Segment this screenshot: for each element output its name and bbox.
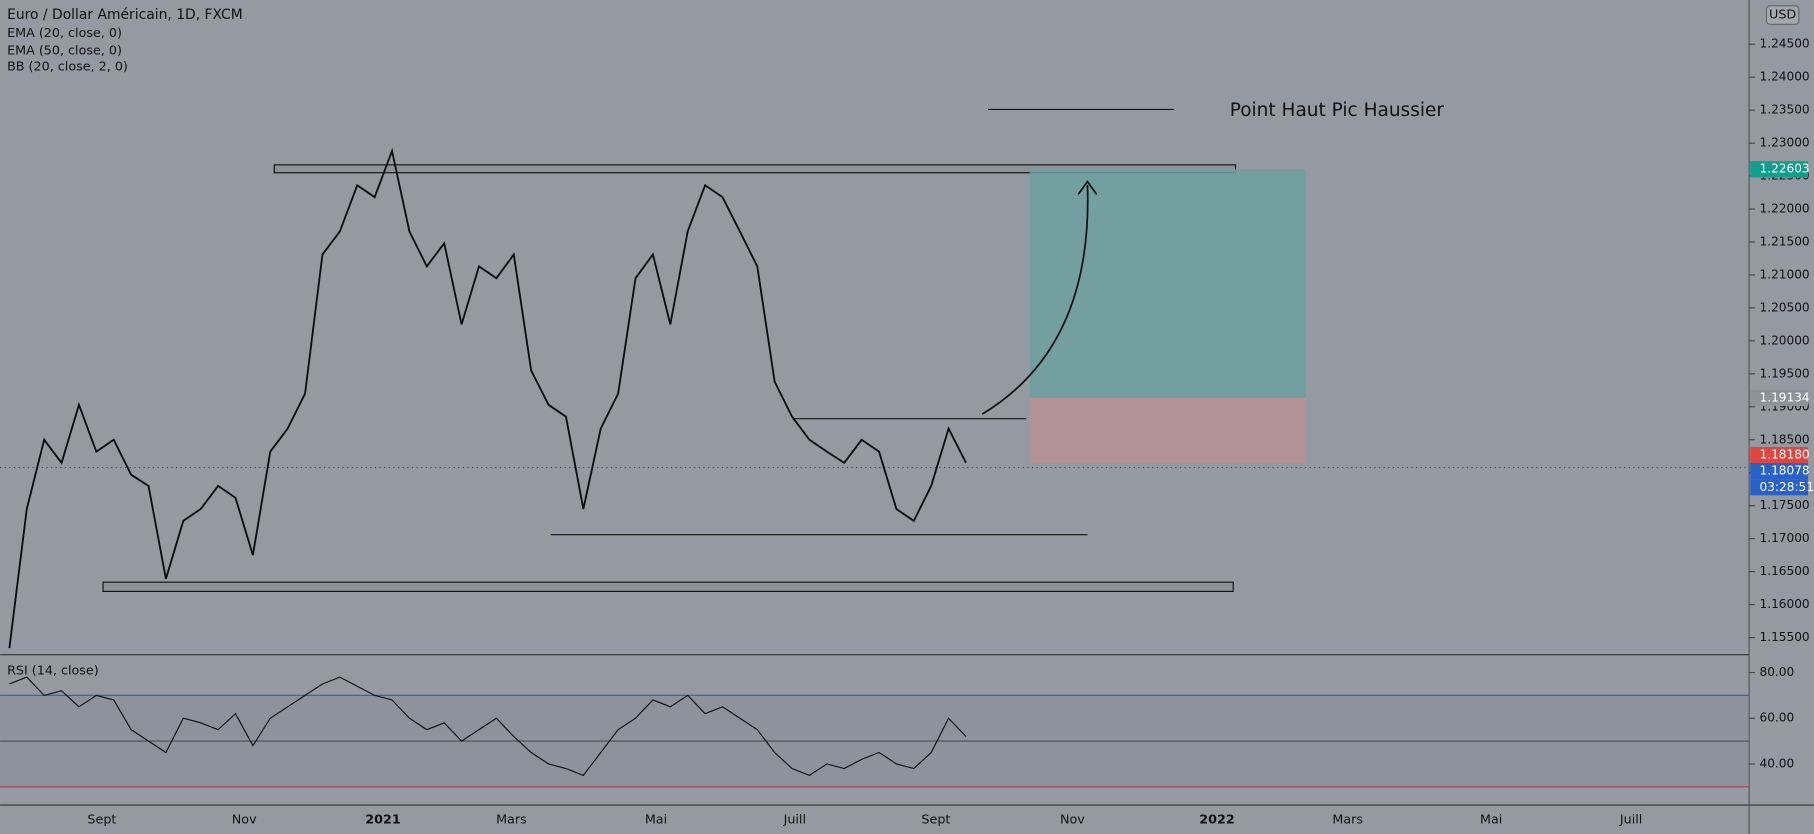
y-tick-label: 1.19500	[1760, 366, 1810, 380]
y-tick-label: 1.16500	[1760, 564, 1810, 578]
y-tick-label: 1.22000	[1760, 202, 1810, 216]
y-tick-label: 1.15500	[1760, 630, 1810, 644]
symbol-title: Euro / Dollar Américain, 1D, FXCM	[7, 7, 243, 23]
price-tag-label: 1.18180	[1760, 448, 1810, 462]
price-tag-label: 1.18078	[1760, 464, 1810, 478]
y-tick-label: 40.00	[1760, 756, 1795, 770]
x-tick-label: Sept	[921, 812, 950, 827]
zone	[273, 164, 1237, 174]
x-tick-label: 2022	[1199, 812, 1234, 827]
y-tick-label: 1.23500	[1760, 103, 1810, 117]
y-tick-label: 1.21000	[1760, 267, 1810, 281]
price-tag	[1750, 389, 1809, 407]
price-line	[8, 147, 967, 649]
zone	[102, 581, 1234, 592]
indicator-label: EMA (50, close, 0)	[7, 42, 122, 57]
price-tag-label: 1.19134	[1760, 390, 1810, 404]
y-tick-label: 1.17500	[1760, 498, 1810, 512]
x-tick-label: Mai	[1480, 812, 1502, 827]
indicator-label: EMA (20, close, 0)	[7, 25, 122, 40]
price-tag	[1750, 161, 1809, 178]
indicator-label: BB (20, close, 2, 0)	[7, 59, 128, 74]
currency-label[interactable]: USD	[1769, 7, 1796, 22]
y-tick-label: 1.21500	[1760, 234, 1810, 248]
y-tick-label: 1.20000	[1760, 333, 1810, 347]
stop-zone	[1029, 397, 1307, 463]
price-tag	[1750, 462, 1809, 480]
x-tick-label: Mars	[496, 812, 527, 827]
x-tick-label: Nov	[232, 812, 257, 827]
x-tick-label: Mars	[1332, 812, 1363, 827]
y-tick-label: 60.00	[1760, 711, 1795, 725]
price-tag	[1750, 446, 1809, 464]
x-tick-label: Mai	[645, 812, 667, 827]
rsi-line	[9, 676, 967, 777]
y-tick-label: 80.00	[1760, 665, 1795, 679]
y-tick-label: 1.20500	[1760, 300, 1810, 314]
target-zone	[1029, 169, 1307, 398]
annotation-text: Point Haut Pic Haussier	[1230, 100, 1445, 121]
rsi-band	[0, 695, 1750, 787]
x-tick-label: Juill	[783, 812, 806, 827]
y-tick-label: 1.17000	[1760, 531, 1810, 545]
x-tick-label: 2021	[365, 812, 400, 827]
countdown: 03:28:51	[1760, 480, 1814, 494]
arrow	[981, 180, 1098, 415]
y-tick-label: 1.24000	[1760, 70, 1810, 84]
price-tag-label: 1.22603	[1760, 162, 1810, 176]
y-tick-label: 1.24500	[1760, 37, 1810, 51]
y-tick-label: 1.23000	[1760, 136, 1810, 150]
y-tick-label: 1.16000	[1760, 597, 1810, 611]
x-tick-label: Nov	[1060, 812, 1085, 827]
currency-button[interactable]	[1765, 5, 1800, 25]
x-tick-label: Juill	[1619, 812, 1642, 827]
rsi-title: RSI (14, close)	[7, 662, 99, 677]
countdown-bg	[1750, 479, 1809, 496]
x-tick-label: Sept	[87, 812, 116, 827]
y-tick-label: 1.18500	[1760, 432, 1810, 446]
